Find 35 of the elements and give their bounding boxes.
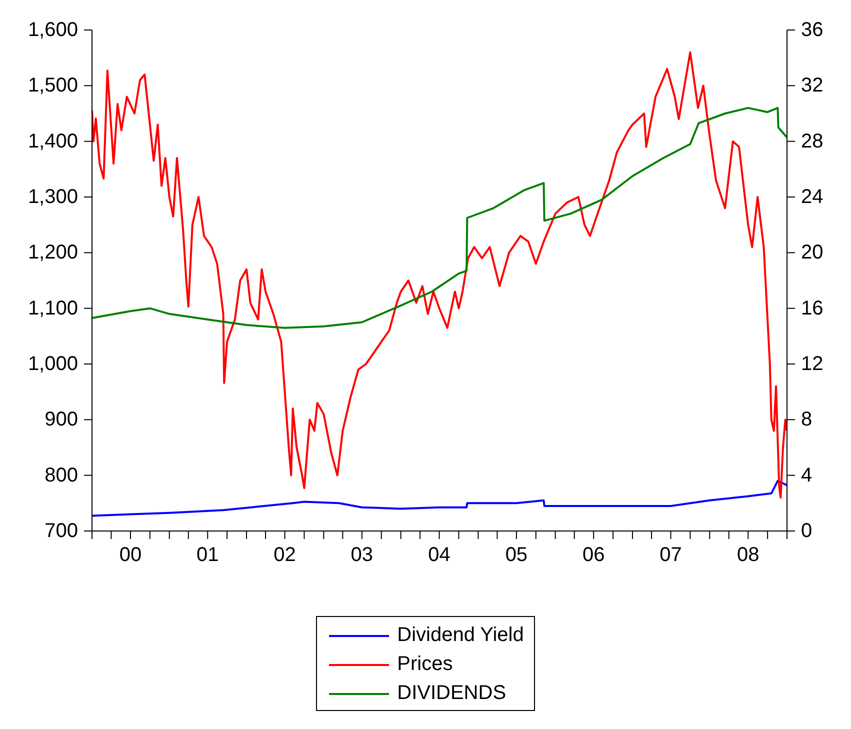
x-tick-label: 05 (505, 544, 528, 566)
line-series (92, 106, 787, 329)
y2-tick-label: 36 (801, 19, 824, 41)
y-tick-label: 900 (44, 408, 78, 431)
y2-tick-label: 32 (801, 74, 824, 97)
y2-tick-label: 4 (801, 464, 812, 486)
x-tick-label: 07 (660, 544, 682, 566)
y-tick-label: 1,600 (28, 19, 78, 41)
y2-tick-label: 28 (801, 130, 824, 152)
legend-label: Dividend Yield (397, 623, 524, 648)
x-tick-label: 01 (196, 544, 219, 566)
line-series (92, 51, 787, 499)
y2-tick-label: 24 (801, 186, 824, 208)
x-tick-label: 08 (736, 544, 760, 566)
y-tick-label: 700 (44, 520, 78, 542)
x-tick-label: 04 (428, 544, 450, 566)
y2-tick-label: 16 (801, 297, 824, 320)
y2-tick-label: 20 (801, 242, 824, 264)
x-tick-label: 06 (582, 544, 605, 566)
y-tick-label: 1,100 (28, 297, 78, 320)
y-tick-label: 1,500 (28, 74, 78, 97)
y-tick-label: 800 (44, 464, 78, 486)
line-series (92, 480, 787, 517)
y-tick-label: 1,400 (28, 130, 78, 152)
x-tick-label: 03 (350, 544, 374, 566)
legend-label: DIVIDENDS (397, 681, 506, 706)
y-tick-label: 1,200 (28, 242, 78, 264)
x-tick-label: 02 (274, 544, 296, 566)
y2-tick-label: 12 (801, 353, 824, 375)
y-tick-label: 1,300 (28, 186, 78, 208)
y2-tick-label: 0 (801, 520, 812, 542)
y2-tick-label: 8 (801, 408, 812, 431)
legend-label: Prices (397, 652, 453, 677)
x-tick-label: 00 (119, 544, 142, 566)
y-tick-label: 1,000 (28, 353, 78, 375)
